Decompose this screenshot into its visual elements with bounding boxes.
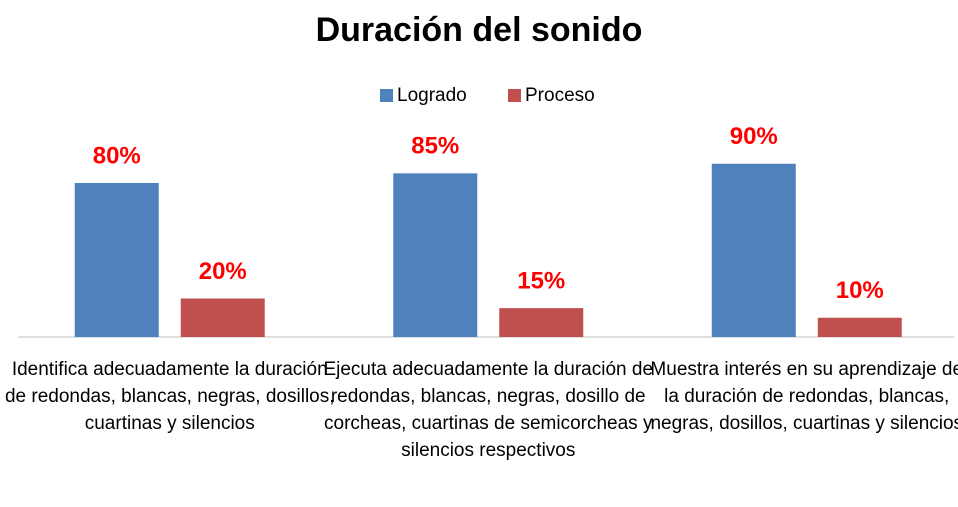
x-tick-label: Identifica adecuadamente la duración de …	[4, 359, 335, 434]
data-label: 10%	[836, 277, 884, 304]
legend-swatch	[380, 89, 393, 102]
x-tick-label: Ejecuta adecuadamente la duración de red…	[323, 359, 654, 461]
data-label: 85%	[411, 133, 459, 160]
bar	[817, 317, 902, 337]
data-label: 90%	[730, 123, 778, 150]
x-tick-label: Muestra interés en su aprendizaje de la …	[650, 359, 958, 434]
bar	[393, 173, 478, 337]
bar	[711, 163, 796, 337]
bar	[180, 298, 265, 337]
legend-swatch	[508, 89, 521, 102]
data-label: 15%	[517, 267, 565, 294]
bar	[74, 183, 159, 337]
data-label: 20%	[199, 258, 247, 285]
chart-title: Duración del sonido	[316, 11, 643, 49]
legend-label: Logrado	[397, 85, 467, 106]
data-label: 80%	[93, 142, 141, 169]
legend-label: Proceso	[525, 85, 595, 106]
bar	[499, 308, 584, 337]
